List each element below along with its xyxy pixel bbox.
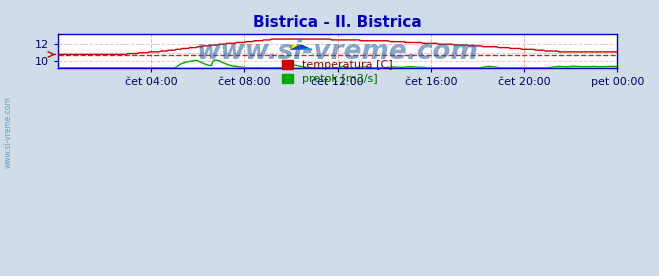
Text: www.si-vreme.com: www.si-vreme.com (196, 39, 478, 65)
Legend: temperatura [C], pretok [m3/s]: temperatura [C], pretok [m3/s] (280, 58, 395, 86)
Text: www.si-vreme.com: www.si-vreme.com (3, 97, 13, 168)
Title: Bistrica - Il. Bistrica: Bistrica - Il. Bistrica (253, 15, 422, 30)
